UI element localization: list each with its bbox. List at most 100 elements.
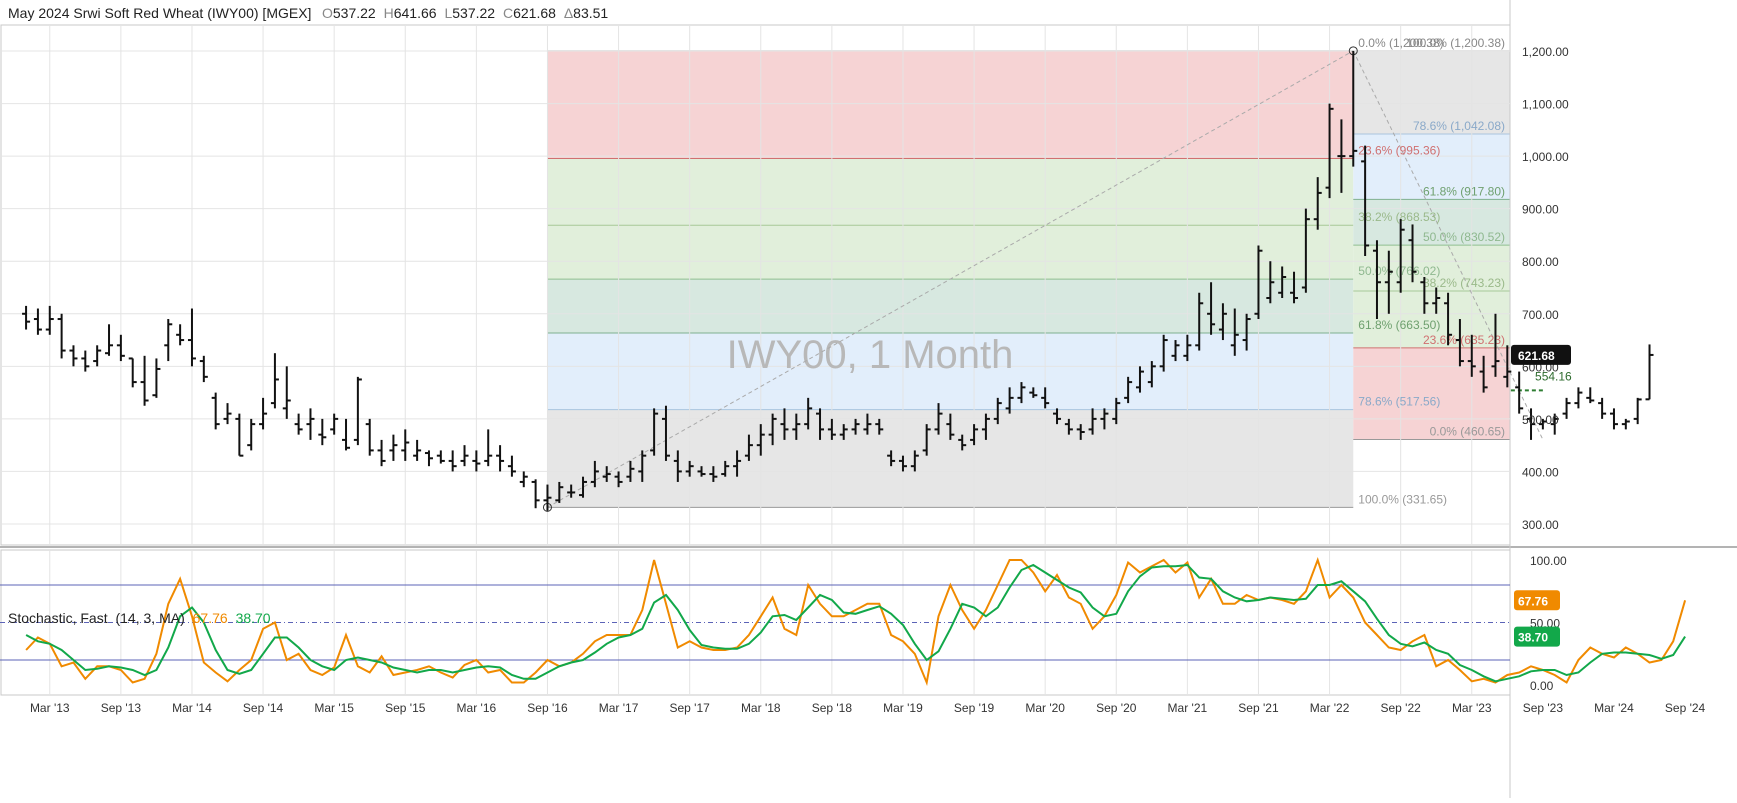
- ohlc-bar[interactable]: [282, 366, 291, 419]
- ohlc-bar[interactable]: [270, 353, 279, 409]
- ohlc-bar[interactable]: [1550, 413, 1559, 435]
- ohlc-bar[interactable]: [1372, 240, 1381, 320]
- ohlc-bar[interactable]: [1538, 418, 1547, 430]
- ohlc-bar[interactable]: [81, 350, 90, 372]
- ohlc-bar[interactable]: [981, 413, 990, 440]
- ohlc-bar[interactable]: [1574, 387, 1583, 409]
- ohlc-bar[interactable]: [567, 484, 576, 498]
- ohlc-bar[interactable]: [531, 479, 540, 509]
- ohlc-bar[interactable]: [211, 392, 220, 430]
- ohlc-bar[interactable]: [934, 403, 943, 435]
- ohlc-bar[interactable]: [247, 418, 256, 451]
- ohlc-bar[interactable]: [887, 450, 896, 467]
- ohlc-bar[interactable]: [780, 408, 789, 440]
- ohlc-bar[interactable]: [875, 418, 884, 435]
- ohlc-bar[interactable]: [1301, 208, 1310, 293]
- ohlc-bar[interactable]: [1503, 345, 1512, 388]
- ohlc-bar[interactable]: [1005, 387, 1014, 414]
- ohlc-bar[interactable]: [377, 439, 386, 467]
- ohlc-bar[interactable]: [164, 319, 173, 362]
- ohlc-bar[interactable]: [460, 445, 469, 467]
- ohlc-bar[interactable]: [1527, 408, 1536, 440]
- ohlc-bar[interactable]: [1254, 245, 1263, 320]
- ohlc-bar[interactable]: [1230, 308, 1239, 356]
- ohlc-bar[interactable]: [45, 305, 54, 335]
- ohlc-bar[interactable]: [1420, 276, 1429, 314]
- ohlc-bar[interactable]: [259, 397, 268, 430]
- ohlc-bar[interactable]: [709, 466, 718, 482]
- ohlc-bar[interactable]: [1432, 287, 1441, 314]
- ohlc-bar[interactable]: [496, 445, 505, 472]
- ohlc-bar[interactable]: [519, 471, 528, 488]
- ohlc-bar[interactable]: [69, 345, 78, 367]
- ohlc-bar[interactable]: [223, 403, 232, 425]
- ohlc-bar[interactable]: [1076, 424, 1085, 440]
- ohlc-bar[interactable]: [543, 484, 552, 511]
- ohlc-bar[interactable]: [638, 450, 647, 482]
- ohlc-bar[interactable]: [1017, 382, 1026, 404]
- ohlc-bar[interactable]: [1112, 397, 1121, 425]
- ohlc-bar[interactable]: [733, 450, 742, 477]
- ohlc-bar[interactable]: [922, 424, 931, 456]
- ohlc-bar[interactable]: [626, 460, 635, 482]
- ohlc-bar[interactable]: [22, 305, 31, 330]
- ohlc-bar[interactable]: [33, 308, 42, 335]
- ohlc-bar[interactable]: [590, 460, 599, 488]
- ohlc-bar[interactable]: [187, 308, 196, 367]
- ohlc-bar[interactable]: [744, 434, 753, 461]
- ohlc-bar[interactable]: [1408, 224, 1417, 283]
- ohlc-bar[interactable]: [1361, 145, 1370, 256]
- ohlc-bar[interactable]: [176, 324, 185, 346]
- ohlc-bar[interactable]: [365, 418, 374, 456]
- ohlc-bar[interactable]: [1479, 355, 1488, 393]
- ohlc-bar[interactable]: [1064, 418, 1073, 435]
- ohlc-bar[interactable]: [1384, 250, 1393, 314]
- ohlc-bar[interactable]: [650, 408, 659, 456]
- ohlc-bar[interactable]: [401, 429, 410, 461]
- ohlc-bar[interactable]: [472, 450, 481, 472]
- ohlc-bar[interactable]: [1633, 397, 1642, 425]
- ohlc-bar[interactable]: [673, 450, 682, 482]
- ohlc-bar[interactable]: [685, 460, 694, 477]
- ohlc-bar[interactable]: [484, 429, 493, 467]
- ohlc-bar[interactable]: [152, 358, 161, 398]
- ohlc-bar[interactable]: [661, 405, 670, 461]
- ohlc-bar[interactable]: [1586, 387, 1595, 404]
- ohlc-bar[interactable]: [958, 434, 967, 451]
- ohlc-bar[interactable]: [839, 424, 848, 440]
- ohlc-bar[interactable]: [1455, 319, 1464, 367]
- ohlc-bar[interactable]: [128, 357, 137, 388]
- ohlc-bar[interactable]: [1218, 303, 1227, 341]
- ohlc-bar[interactable]: [93, 345, 102, 367]
- ohlc-bar[interactable]: [1266, 261, 1275, 304]
- ohlc-bar[interactable]: [756, 424, 765, 456]
- ohlc-bar[interactable]: [1349, 51, 1358, 167]
- ohlc-bar[interactable]: [614, 471, 623, 488]
- ohlc-bar[interactable]: [1100, 408, 1109, 430]
- ohlc-bar[interactable]: [1337, 119, 1346, 193]
- ohlc-bar[interactable]: [1491, 313, 1500, 377]
- ohlc-bar[interactable]: [851, 418, 860, 435]
- ohlc-bar[interactable]: [579, 476, 588, 498]
- ohlc-bar[interactable]: [827, 418, 836, 440]
- ohlc-bar[interactable]: [898, 455, 907, 472]
- ohlc-bar[interactable]: [555, 481, 564, 503]
- ohlc-bar[interactable]: [1159, 334, 1168, 372]
- ohlc-bar[interactable]: [1609, 408, 1618, 430]
- ohlc-bar[interactable]: [1515, 371, 1524, 414]
- ohlc-bar[interactable]: [1290, 271, 1299, 304]
- ohlc-bar[interactable]: [413, 439, 422, 461]
- ohlc-bar[interactable]: [768, 413, 777, 446]
- ohlc-bar[interactable]: [1147, 361, 1156, 388]
- ohlc-bar[interactable]: [306, 408, 315, 440]
- ohlc-bar[interactable]: [863, 413, 872, 435]
- ohlc-bar[interactable]: [804, 397, 813, 430]
- ohlc-bar[interactable]: [436, 450, 445, 464]
- ohlc-bar[interactable]: [235, 413, 244, 457]
- ohlc-bar[interactable]: [1278, 266, 1287, 299]
- ohlc-bar[interactable]: [1053, 408, 1062, 425]
- ohlc-bar[interactable]: [294, 413, 303, 435]
- ohlc-bar[interactable]: [1029, 387, 1038, 398]
